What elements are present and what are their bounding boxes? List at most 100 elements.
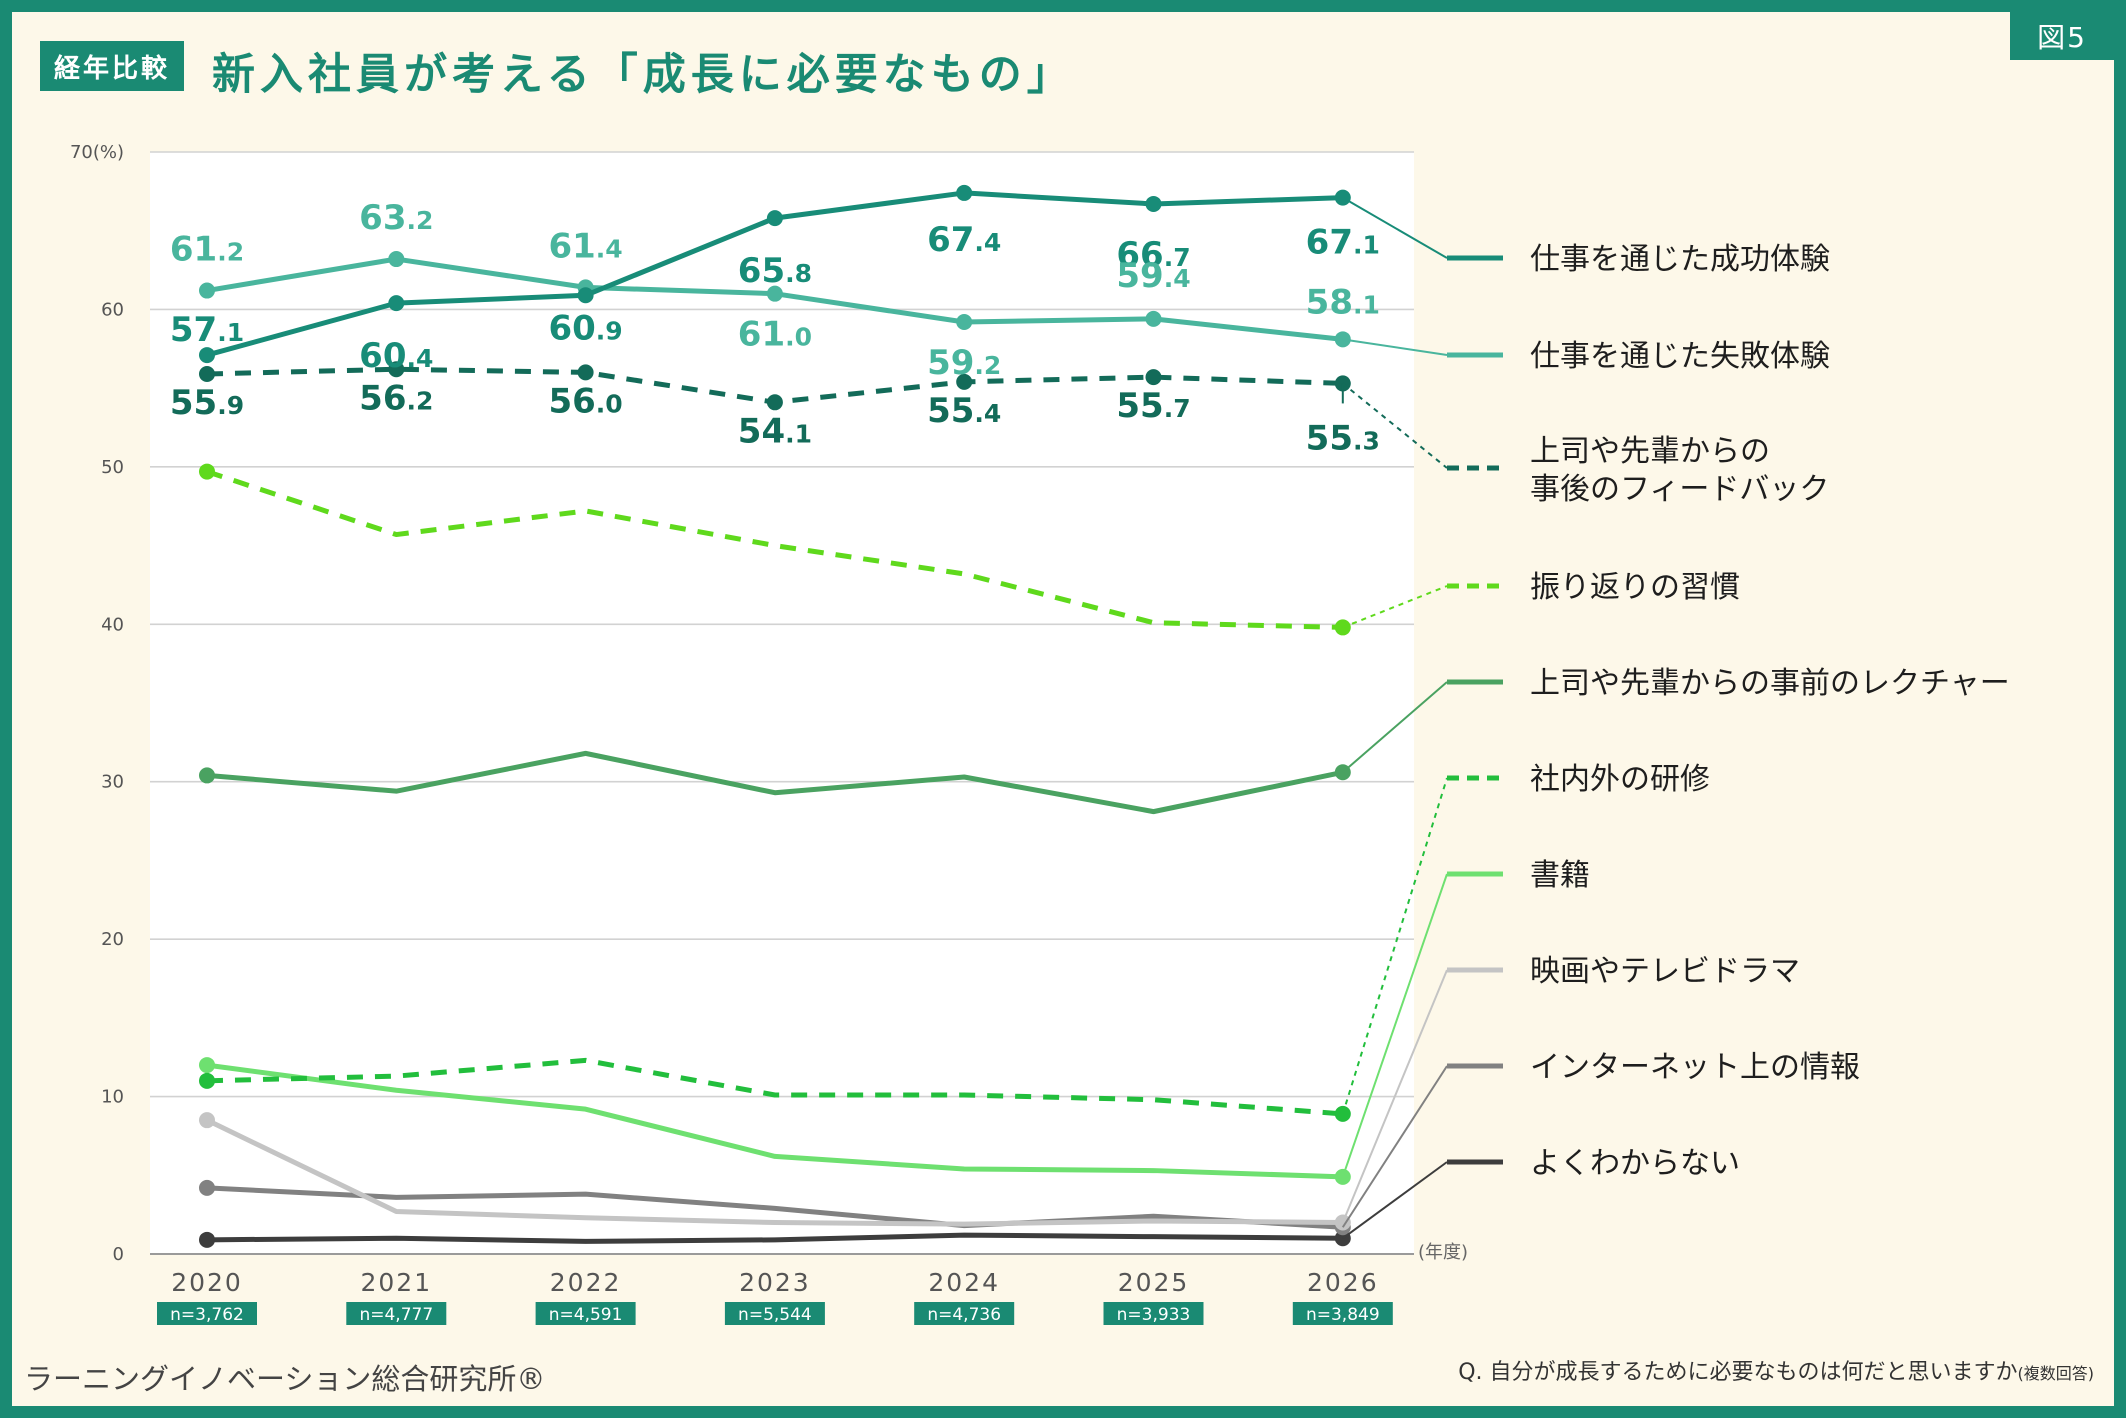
series-line — [204, 750, 1346, 815]
series-line — [204, 1232, 1346, 1244]
legend-label: 上司や先輩からの — [1530, 434, 1770, 469]
data-point — [199, 767, 215, 784]
data-point — [1145, 310, 1162, 327]
legend-label: 社内外の研修 — [1530, 762, 1710, 797]
legend-label: 事後のフィードバック — [1530, 472, 1829, 507]
legend-leader-line — [1342, 1161, 1448, 1240]
comparison-badge: 経年比較 — [40, 41, 185, 91]
legend-leader-line — [1342, 585, 1448, 629]
data-point — [199, 282, 215, 299]
data-label: 65.8 — [738, 251, 812, 291]
data-label: 66.7 — [1116, 235, 1190, 275]
data-label: 58.1 — [1306, 282, 1380, 322]
data-point — [577, 364, 594, 381]
data-label: 54.1 — [738, 411, 812, 451]
figure-number-tag: 図5 — [2010, 12, 2114, 60]
data-point — [956, 314, 973, 331]
data-point — [956, 373, 973, 390]
data-label: 59.2 — [927, 343, 1001, 383]
data-point — [766, 394, 783, 411]
data-label: 57.1 — [170, 310, 244, 350]
data-point — [199, 365, 215, 382]
series-line — [206, 1057, 1343, 1117]
data-label: 63.2 — [359, 198, 433, 238]
sample-size-badge — [1292, 1302, 1393, 1325]
y-tick-label: 10 — [101, 1087, 124, 1108]
x-tick-label: 2022 — [550, 1268, 622, 1297]
data-point — [1145, 195, 1162, 212]
x-tick-label: 2023 — [739, 1268, 811, 1297]
x-axis-unit-label: (年度) — [1418, 1242, 1468, 1263]
data-label: 61.0 — [738, 315, 812, 355]
y-tick-label: 30 — [101, 772, 124, 793]
chart-title: 新入社員が考える「成長に必要なもの」 — [212, 50, 1075, 100]
legend-label: 上司や先輩からの事前のレクチャー — [1530, 666, 2010, 701]
data-point — [1145, 369, 1162, 386]
data-label: 60.9 — [548, 308, 622, 348]
data-label: 55.4 — [927, 391, 1001, 431]
series-line — [206, 469, 1343, 630]
question-text: Q. 自分が成長するために必要なものは何だと思いますか — [1458, 1360, 2018, 1385]
data-label: 55.9 — [170, 383, 244, 423]
y-tick-label: 40 — [101, 614, 124, 635]
data-label: 59.4 — [1116, 256, 1190, 296]
data-point — [766, 285, 783, 302]
legend-leader-line — [1341, 969, 1448, 1223]
data-point — [388, 251, 405, 268]
data-label: 56.2 — [359, 378, 433, 418]
sample-size-label: n=4,736 — [927, 1305, 1001, 1325]
legend-leader-line — [1342, 196, 1448, 259]
legend-leader-line — [1341, 777, 1448, 1115]
legend-label: 仕事を通じた成功体験 — [1530, 242, 1830, 277]
sample-size-badge — [914, 1302, 1015, 1325]
x-tick-label: 2021 — [360, 1268, 432, 1297]
sample-size-badge — [346, 1302, 447, 1325]
question-note: (複数回答) — [2017, 1364, 2095, 1383]
data-point — [199, 1231, 215, 1248]
data-label: 61.4 — [548, 226, 622, 266]
y-tick-label: 50 — [101, 457, 124, 478]
y-tick-label: 0 — [113, 1244, 124, 1265]
data-point — [199, 1112, 215, 1129]
legend-leader-line — [1341, 873, 1448, 1178]
data-point — [199, 347, 215, 364]
x-tick-label: 2024 — [928, 1268, 1000, 1297]
sample-size-badge — [157, 1302, 257, 1325]
x-tick-label: 2020 — [171, 1268, 243, 1297]
legend-label: 振り返りの習慣 — [1530, 570, 1740, 605]
x-tick-label: 2025 — [1118, 1268, 1190, 1297]
source-credit: ラーニングイノベーション総合研究所® — [24, 1362, 546, 1396]
sample-size-badge — [724, 1302, 825, 1325]
data-label: 67.1 — [1306, 223, 1380, 263]
data-point — [577, 287, 594, 304]
sample-size-label: n=5,544 — [738, 1305, 812, 1325]
sample-size-label: n=3,933 — [1117, 1305, 1191, 1325]
data-label: 60.4 — [359, 336, 433, 376]
y-tick-label: 20 — [101, 929, 124, 950]
legend-label: よくわからない — [1530, 1146, 1740, 1181]
legend-label: 書籍 — [1530, 858, 1590, 893]
y-tick-label: 70(%) — [70, 142, 124, 163]
plot-area — [150, 152, 1414, 1254]
series-line — [204, 1062, 1346, 1180]
survey-question: Q. 自分が成長するために必要なものは何だと思いますか(複数回答) — [1458, 1354, 2094, 1386]
sample-size-badge — [535, 1302, 636, 1325]
legend-label: 映画やテレビドラマ — [1530, 954, 1800, 989]
data-point — [388, 295, 405, 312]
sample-size-label: n=4,777 — [359, 1305, 433, 1325]
data-label: 61.2 — [170, 230, 244, 270]
series-line — [204, 1185, 1346, 1230]
y-tick-label: 60 — [101, 299, 124, 320]
sample-size-label: n=3,762 — [170, 1305, 244, 1325]
data-point — [199, 1072, 215, 1089]
sample-size-label: n=4,591 — [549, 1305, 623, 1325]
legend-label: 仕事を通じた失敗体験 — [1530, 339, 1830, 374]
sample-size-label: n=3,849 — [1306, 1305, 1380, 1325]
data-point — [766, 210, 783, 227]
data-label: 56.0 — [548, 381, 622, 421]
data-point — [388, 361, 405, 378]
data-point — [956, 184, 973, 201]
legend-leader-line — [1342, 681, 1448, 774]
data-point — [199, 463, 215, 480]
